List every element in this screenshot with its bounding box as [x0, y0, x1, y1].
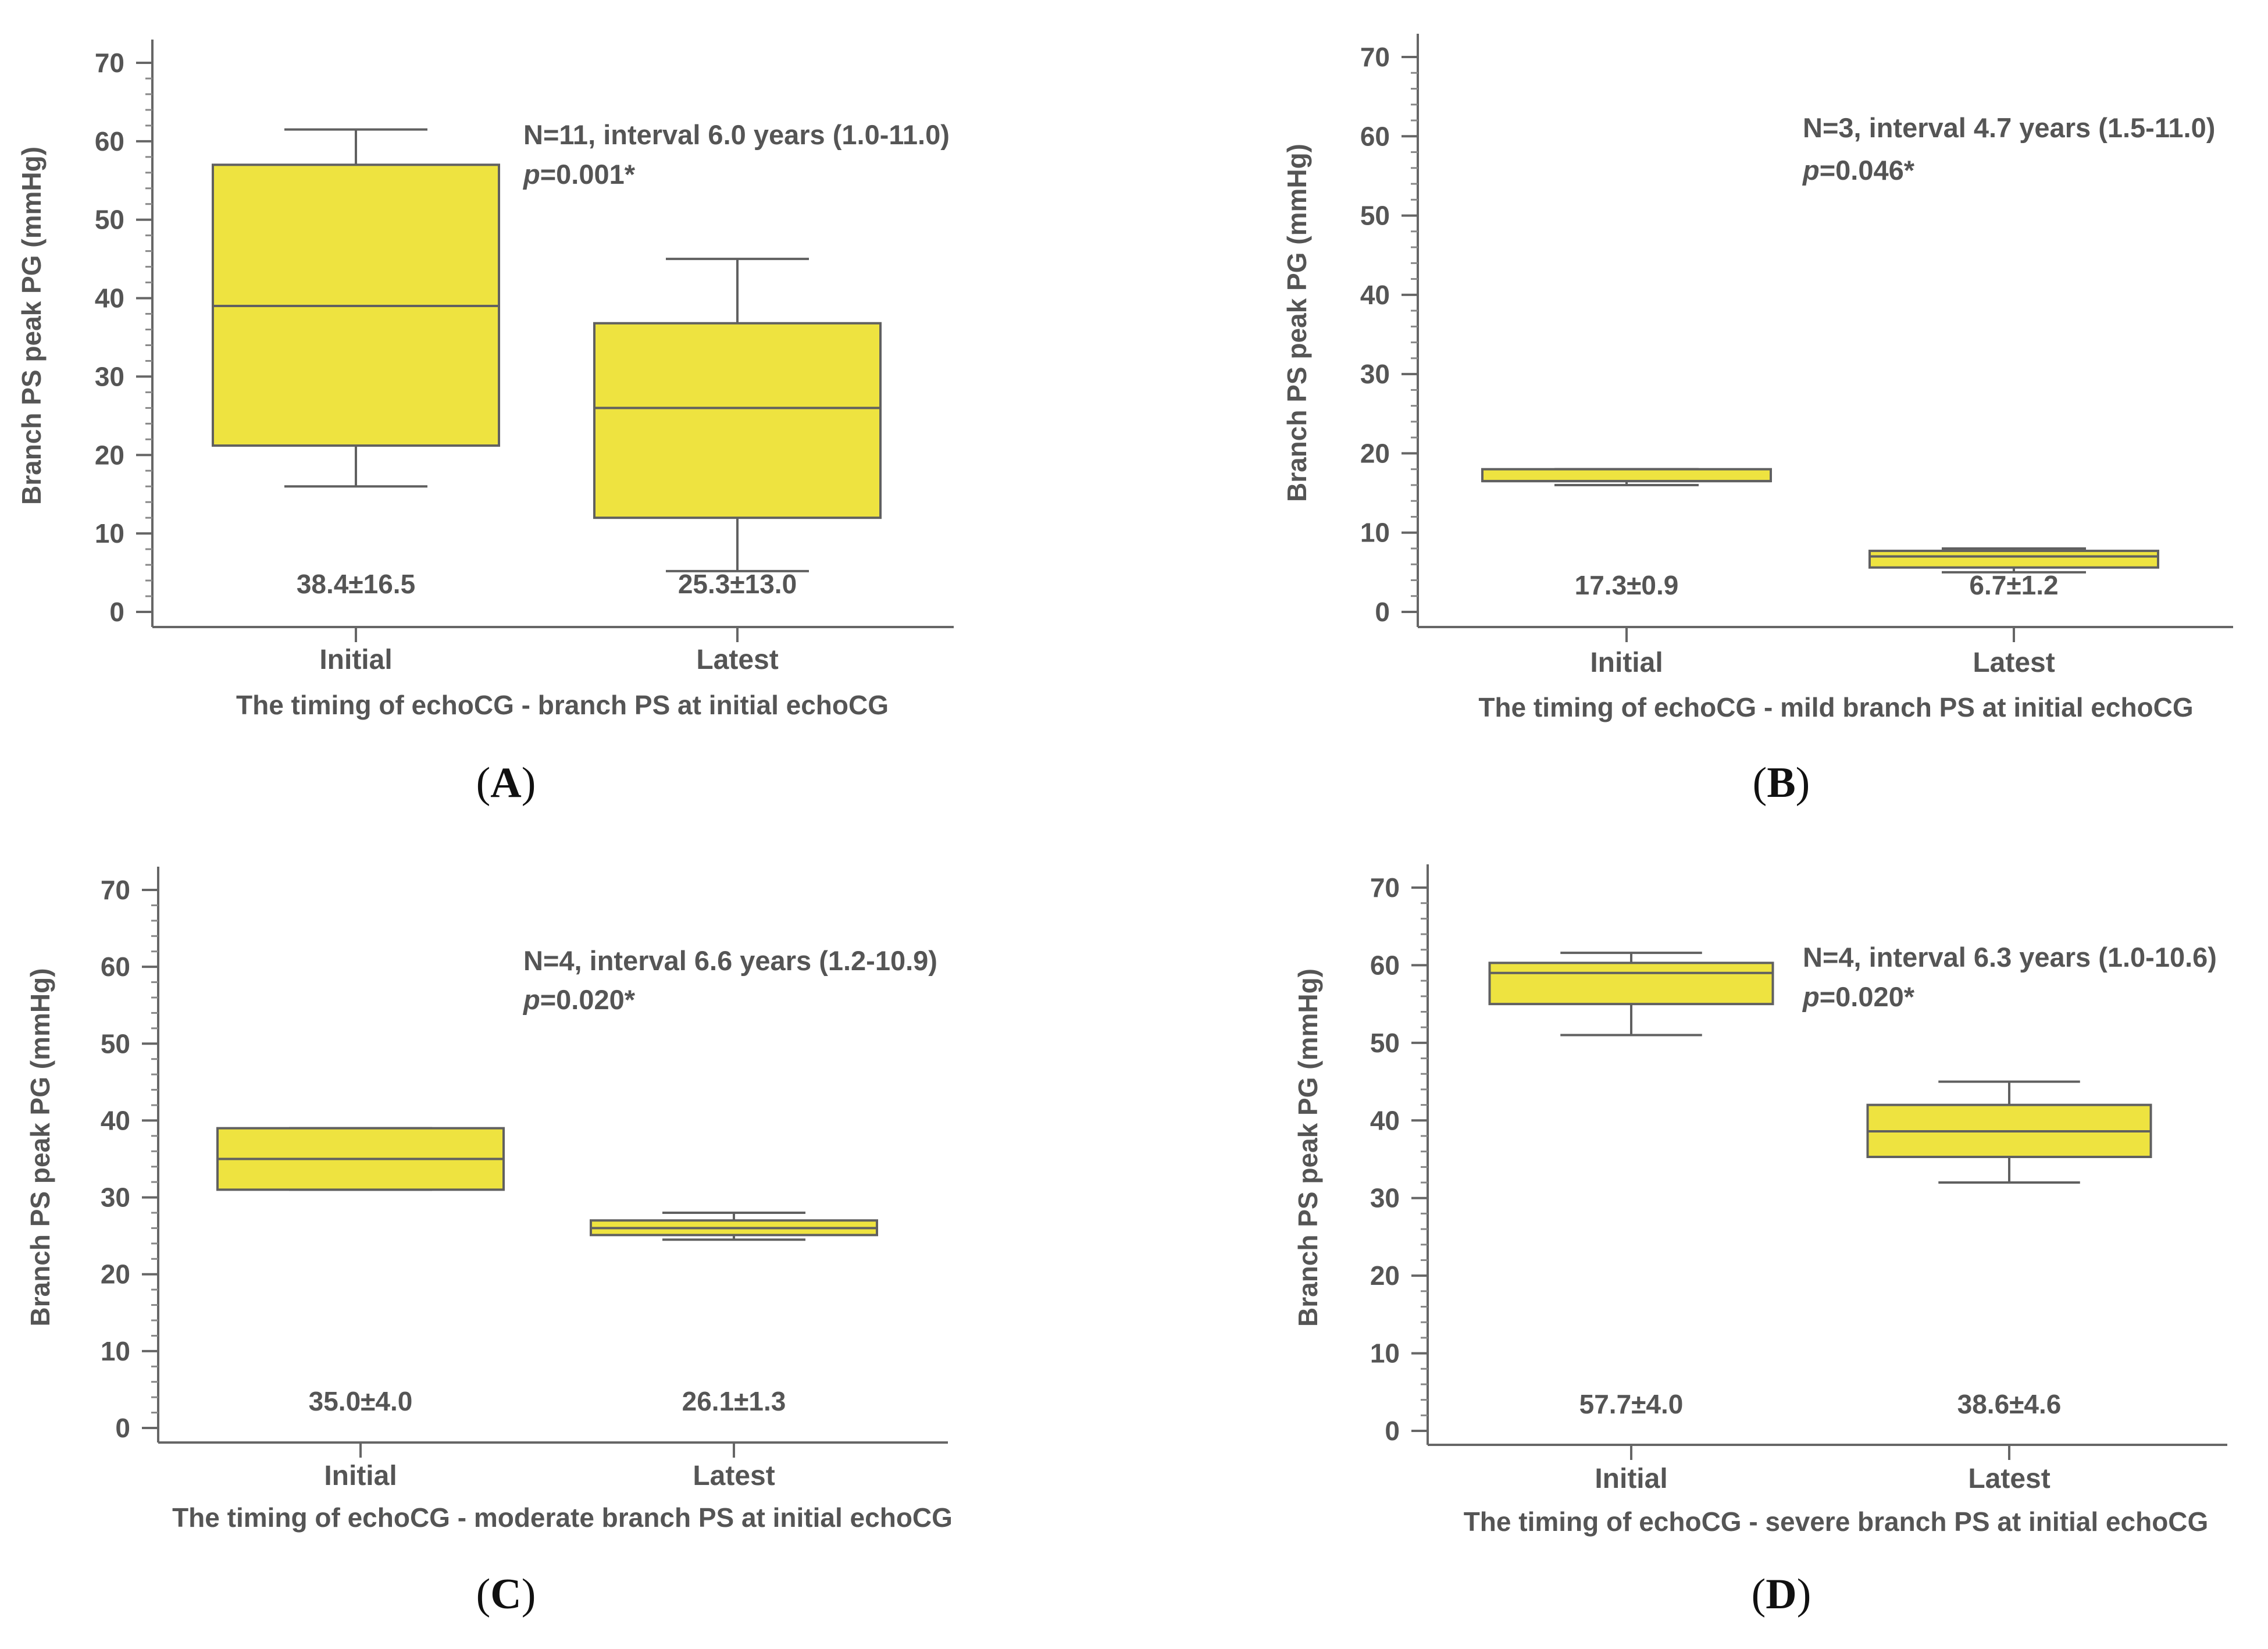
y-axis-label: Branch PS peak PG (mmHg): [25, 968, 55, 1326]
p-value-text: =0.020*: [540, 984, 636, 1015]
category-label-initial: Initial: [319, 644, 392, 675]
box-initial: [216, 1127, 505, 1191]
category-label-initial: Initial: [1590, 647, 1663, 678]
p-value-text: =0.020*: [1820, 981, 1915, 1012]
panel-d: 0 10 20 30 40 50 60 70 Branch PS peak PG (mmHg) 5…: [1293, 864, 2227, 1618]
y-tick-label-50: 50: [1360, 201, 1390, 231]
y-tick-label-0: 0: [109, 597, 124, 627]
y-tick-label-30: 30: [101, 1183, 130, 1213]
panel-tag: (D): [1752, 1570, 1811, 1618]
box-latest: [1868, 547, 2159, 574]
stat-label-initial: 57.7±4.0: [1579, 1389, 1684, 1419]
box-latest: [590, 1212, 878, 1241]
box-initial: [1488, 952, 1774, 1037]
y-tick-label-50: 50: [1370, 1028, 1400, 1058]
iqr-box: [1868, 550, 2159, 569]
annotation-n-interval: N=3, interval 4.7 years (1.5-11.0): [1803, 112, 2215, 143]
stat-label-initial: 17.3±0.9: [1575, 570, 1679, 600]
y-tick-label-60: 60: [101, 952, 130, 982]
y-tick-label-70: 70: [1370, 872, 1400, 903]
category-label-latest: Latest: [693, 1461, 775, 1491]
y-tick-label-20: 20: [1370, 1260, 1400, 1291]
y-tick-label-0: 0: [1385, 1416, 1400, 1446]
y-tick-label-30: 30: [1360, 359, 1390, 389]
y-tick-label-60: 60: [95, 126, 124, 156]
category-label-latest: Latest: [1973, 647, 2055, 678]
annotation-n-interval: N=11, interval 6.0 years (1.0-11.0): [523, 119, 950, 150]
category-label-latest: Latest: [696, 644, 778, 675]
p-value-text: =0.046*: [1820, 155, 1915, 186]
y-axis-label: Branch PS peak PG (mmHg): [1293, 968, 1323, 1327]
stat-label-latest: 26.1±1.3: [682, 1386, 786, 1416]
x-axis-label: The timing of echoCG - severe branch PS …: [1464, 1506, 2209, 1537]
iqr-box: [1481, 468, 1772, 483]
panel-tag: (B): [1753, 759, 1810, 807]
annotation-p-value: p=0.001*: [522, 159, 636, 190]
p-symbol: p: [522, 984, 540, 1015]
p-value-text: =0.001*: [540, 159, 636, 190]
y-tick-label-70: 70: [95, 48, 124, 78]
panel-tag: (C): [476, 1570, 536, 1618]
y-tick-label-10: 10: [101, 1336, 130, 1366]
p-symbol: p: [522, 159, 540, 190]
panel-tag: (A): [476, 759, 536, 807]
stat-label-latest: 38.6±4.6: [1957, 1389, 2062, 1419]
y-tick-label-10: 10: [95, 518, 124, 549]
y-tick-label-70: 70: [101, 875, 130, 905]
iqr-box: [1488, 961, 1774, 1006]
stat-label-initial: 35.0±4.0: [309, 1386, 413, 1416]
y-tick-label-10: 10: [1370, 1338, 1400, 1369]
p-symbol: p: [1802, 981, 1820, 1012]
y-tick-label-60: 60: [1360, 121, 1390, 151]
box-initial: [212, 128, 500, 488]
annotation-p-value: p=0.020*: [1802, 981, 1915, 1012]
p-symbol: p: [1802, 155, 1820, 186]
y-tick-label-40: 40: [101, 1105, 130, 1135]
box-latest: [593, 258, 882, 572]
y-tick-label-70: 70: [1360, 42, 1390, 72]
y-tick-label-10: 10: [1360, 518, 1390, 548]
box-latest: [1866, 1080, 2152, 1184]
stat-label-initial: 38.4±16.5: [297, 569, 415, 599]
y-tick-label-60: 60: [1370, 950, 1400, 980]
y-tick-label-30: 30: [95, 361, 124, 391]
y-tick-label-30: 30: [1370, 1183, 1400, 1213]
y-tick-label-20: 20: [101, 1259, 130, 1290]
x-axis-label: The timing of echoCG - moderate branch P…: [172, 1502, 953, 1533]
y-tick-label-50: 50: [95, 205, 124, 235]
box-initial: [1481, 468, 1772, 486]
y-tick-label-20: 20: [1360, 438, 1390, 468]
stat-label-latest: 25.3±13.0: [678, 569, 797, 599]
category-label-initial: Initial: [1595, 1463, 1667, 1494]
panel-b: 0 10 20 30 40 50 60 70 Branch PS peak PG (mmHg) 1…: [1282, 34, 2233, 807]
category-label-latest: Latest: [1968, 1463, 2050, 1494]
annotation-n-interval: N=4, interval 6.6 years (1.2-10.9): [523, 945, 937, 976]
annotation-p-value: p=0.046*: [1802, 155, 1915, 186]
category-label-initial: Initial: [324, 1461, 397, 1491]
y-tick-label-40: 40: [1360, 280, 1390, 310]
annotation-p-value: p=0.020*: [522, 984, 636, 1015]
stat-label-latest: 6.7±1.2: [1969, 570, 2058, 600]
y-axis-label: Branch PS peak PG (mmHg): [1282, 144, 1312, 502]
y-tick-label-0: 0: [115, 1413, 130, 1443]
y-tick-label-20: 20: [95, 440, 124, 470]
y-tick-label-40: 40: [1370, 1105, 1400, 1135]
x-axis-label: The timing of echoCG - mild branch PS at…: [1478, 692, 2193, 722]
panel-a: 0 10 20 30 40 50 60 70 Branch PS peak PG (mmHg) 3…: [16, 40, 954, 807]
y-axis-label: Branch PS peak PG (mmHg): [16, 147, 47, 505]
annotation-n-interval: N=4, interval 6.3 years (1.0-10.6): [1803, 942, 2217, 973]
y-tick-label-0: 0: [1375, 597, 1390, 627]
iqr-box: [593, 322, 882, 519]
y-tick-label-50: 50: [101, 1028, 130, 1059]
y-tick-label-40: 40: [95, 283, 124, 314]
panel-c: 0 10 20 30 40 50 60 70 Branch PS peak PG (mmHg) 3…: [25, 867, 953, 1618]
x-axis-label: The timing of echoCG - branch PS at init…: [236, 690, 889, 720]
